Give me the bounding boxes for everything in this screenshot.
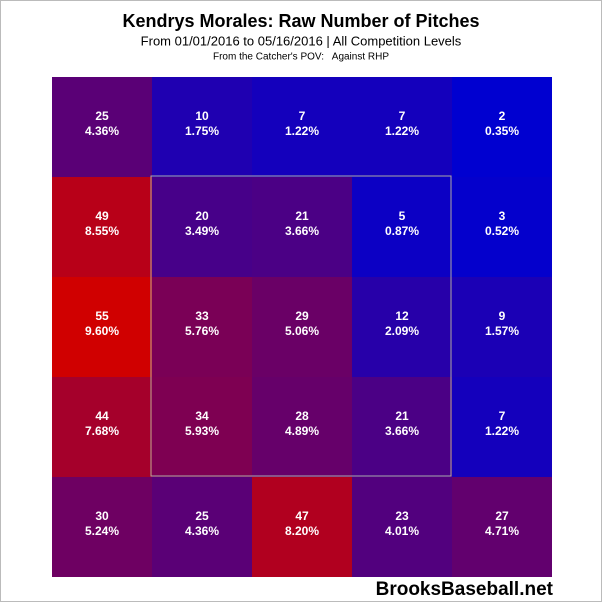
strike-zone (150, 175, 452, 477)
cell (52, 277, 152, 377)
cell-count: 23 (395, 509, 409, 523)
cell-percent: 5.24% (85, 524, 119, 538)
cell-percent: 9.60% (85, 324, 119, 338)
cell-percent: 3.66% (285, 224, 319, 238)
cell (152, 77, 252, 177)
cell-count: 25 (95, 109, 109, 123)
cell (152, 177, 252, 277)
cell (252, 377, 352, 477)
cell-count: 9 (499, 309, 506, 323)
cell-count: 34 (195, 409, 209, 423)
cell-percent: 4.01% (385, 524, 419, 538)
cell-percent: 0.87% (385, 224, 419, 238)
cell-percent: 4.89% (285, 424, 319, 438)
cell (352, 77, 452, 177)
cell (252, 477, 352, 577)
chart-note: From the Catcher's POV: Against RHP (213, 52, 389, 63)
cell-count: 47 (295, 509, 309, 523)
cell-percent: 7.68% (85, 424, 119, 438)
cell-percent: 0.35% (485, 124, 519, 138)
cell (352, 177, 452, 277)
cell-percent: 1.22% (285, 124, 319, 138)
cell-count: 7 (499, 409, 506, 423)
cell-count: 20 (195, 209, 209, 223)
cell-percent: 4.36% (85, 124, 119, 138)
cell (252, 77, 352, 177)
cell-count: 7 (399, 109, 406, 123)
cell (452, 277, 552, 377)
cell-count: 29 (295, 309, 309, 323)
cell-count: 10 (195, 109, 209, 123)
cell-count: 55 (95, 309, 109, 323)
cell-count: 28 (295, 409, 309, 423)
cell (252, 277, 352, 377)
cell (52, 177, 152, 277)
cell-percent: 1.22% (485, 424, 519, 438)
cell-percent: 3.66% (385, 424, 419, 438)
cell (252, 177, 352, 277)
cell-percent: 1.22% (385, 124, 419, 138)
cell-count: 27 (495, 509, 509, 523)
cell-count: 21 (395, 409, 409, 423)
cell (452, 177, 552, 277)
cell-count: 21 (295, 209, 309, 223)
cell-percent: 3.49% (185, 224, 219, 238)
cell-count: 25 (195, 509, 209, 523)
cell-count: 12 (395, 309, 409, 323)
cell-count: 30 (95, 509, 109, 523)
cell-percent: 5.76% (185, 324, 219, 338)
cell-percent: 0.52% (485, 224, 519, 238)
chart-title: Kendrys Morales: Raw Number of Pitches (122, 11, 479, 31)
cell-percent: 8.55% (85, 224, 119, 238)
cell-count: 5 (399, 209, 406, 223)
cell-count: 44 (95, 409, 109, 423)
watermark: BrooksBaseball.net (376, 579, 554, 600)
cell-percent: 1.57% (485, 324, 519, 338)
cell (52, 377, 152, 477)
chart-subtitle: From 01/01/2016 to 05/16/2016 | All Comp… (141, 33, 462, 48)
cell (52, 477, 152, 577)
cell-percent: 2.09% (385, 324, 419, 338)
cell (152, 477, 252, 577)
cell-percent: 4.71% (485, 524, 519, 538)
cell (352, 377, 452, 477)
cell (452, 77, 552, 177)
cell (452, 477, 552, 577)
cell (152, 277, 252, 377)
cell-percent: 5.93% (185, 424, 219, 438)
cell-percent: 5.06% (285, 324, 319, 338)
heatmap-cells: 254.36%101.75%71.22%71.22%20.35%498.55%2… (52, 77, 552, 577)
cell-count: 2 (499, 109, 506, 123)
cell (152, 377, 252, 477)
cell (452, 377, 552, 477)
cell-percent: 1.75% (185, 124, 219, 138)
cell-count: 3 (499, 209, 506, 223)
cell-count: 7 (299, 109, 306, 123)
cell-percent: 8.20% (285, 524, 319, 538)
cell-percent: 4.36% (185, 524, 219, 538)
cell-count: 49 (95, 209, 109, 223)
cell (352, 477, 452, 577)
cell (352, 277, 452, 377)
cell (52, 77, 152, 177)
cell-count: 33 (195, 309, 209, 323)
